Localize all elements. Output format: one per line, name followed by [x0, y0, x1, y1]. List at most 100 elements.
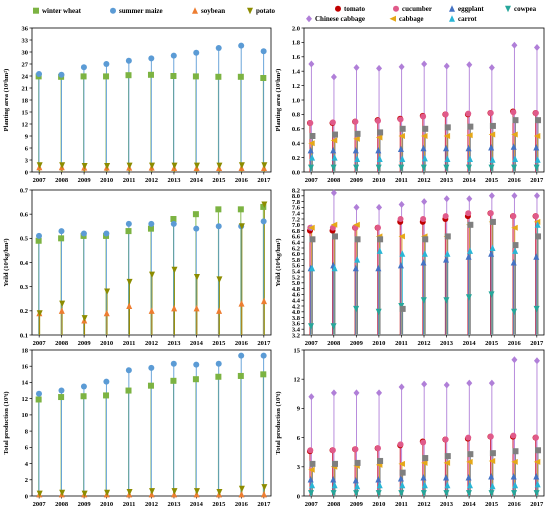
y-axis-label: Yeild (10⁴kg/hm²)	[3, 238, 10, 286]
x-tick-label: 2008	[55, 340, 69, 347]
data-point	[533, 192, 540, 200]
y-tick-label: 21	[22, 85, 29, 92]
y-tick-label: 2	[25, 477, 28, 484]
data-point	[216, 307, 223, 314]
data-point	[397, 216, 404, 222]
series-cowpea	[308, 164, 540, 172]
data-point	[307, 120, 314, 127]
data-point	[36, 490, 43, 498]
x-tick-label: 2017	[530, 501, 544, 508]
data-point	[81, 315, 88, 322]
data-point	[331, 264, 338, 272]
data-point	[375, 475, 382, 483]
data-point	[421, 250, 428, 257]
data-point	[215, 223, 222, 230]
data-point	[465, 294, 472, 301]
data-point	[377, 129, 384, 136]
data-point	[193, 225, 200, 232]
data-point	[443, 474, 450, 481]
series-summer-maize	[35, 352, 267, 397]
data-point	[465, 474, 472, 481]
data-point	[444, 155, 451, 163]
data-point	[260, 203, 267, 210]
data-point	[488, 131, 496, 138]
data-point	[309, 154, 316, 161]
data-point	[103, 378, 110, 385]
data-point	[375, 490, 382, 497]
data-point	[398, 133, 405, 139]
legend-item-right-carrot: carrot	[449, 15, 477, 23]
data-point	[104, 489, 111, 497]
x-tick-label: 2014	[463, 340, 477, 347]
data-point	[58, 235, 65, 242]
data-point	[488, 64, 495, 72]
data-point	[535, 233, 542, 240]
y-tick-label: 8.2	[292, 187, 300, 194]
data-point	[397, 261, 404, 269]
legend-label: soybean	[201, 7, 225, 15]
data-point	[125, 57, 132, 64]
data-point	[58, 228, 65, 235]
data-point	[489, 122, 496, 129]
data-point	[307, 447, 314, 454]
data-point	[353, 490, 360, 497]
data-point	[309, 236, 316, 243]
data-point	[534, 156, 541, 163]
x-tick-label: 2013	[167, 340, 181, 347]
data-point	[193, 274, 200, 281]
data-point	[444, 481, 451, 489]
data-point	[375, 224, 382, 231]
data-point	[149, 271, 156, 279]
data-point	[354, 130, 361, 137]
data-point	[375, 164, 382, 172]
y-tick-label: 1.6	[292, 54, 301, 61]
data-point	[442, 436, 449, 443]
data-point	[510, 109, 517, 116]
data-point	[444, 233, 451, 240]
data-point	[125, 387, 132, 394]
x-tick-label: 2014	[190, 340, 204, 347]
data-point	[171, 266, 178, 274]
data-point	[420, 164, 427, 172]
data-point	[398, 164, 405, 172]
data-point	[466, 195, 473, 203]
data-point	[376, 203, 383, 211]
series-gray	[309, 117, 542, 139]
data-point	[331, 460, 338, 467]
legend-marker	[449, 5, 455, 12]
data-point	[442, 213, 449, 220]
x-tick-label: 2013	[440, 340, 454, 347]
data-point	[309, 264, 316, 272]
data-point	[399, 481, 406, 489]
data-point	[510, 473, 517, 480]
data-point	[354, 155, 361, 163]
x-tick-label: 2011	[123, 340, 136, 347]
data-point	[465, 144, 472, 152]
data-point	[511, 458, 518, 465]
legend-item-right-cowpea: cowpea	[505, 5, 537, 13]
x-tick-label: 2012	[418, 177, 431, 184]
legend-item-right-cabbage: cabbage	[389, 15, 424, 23]
x-tick-label: 2010	[100, 177, 113, 184]
data-point	[309, 460, 316, 467]
series-cucumber	[307, 109, 539, 127]
y-tick-label: 5.2	[292, 274, 300, 281]
series-cabbage	[308, 131, 541, 147]
data-point	[80, 73, 87, 80]
data-point	[148, 364, 155, 371]
x-tick-label: 2007	[33, 177, 47, 184]
data-point	[533, 43, 540, 51]
data-point	[238, 352, 245, 359]
y-tick-label: 9	[297, 406, 301, 413]
x-tick-label: 2013	[440, 501, 454, 508]
x-tick-label: 2013	[167, 501, 181, 508]
data-point	[104, 288, 111, 295]
data-point	[422, 236, 429, 243]
series-cucumber	[307, 432, 539, 454]
y-tick-label: 9	[25, 133, 29, 140]
data-point	[421, 459, 428, 466]
x-tick-label: 2014	[190, 501, 204, 508]
data-point	[443, 490, 450, 497]
data-point	[261, 201, 268, 208]
x-tick-label: 2009	[78, 177, 92, 184]
